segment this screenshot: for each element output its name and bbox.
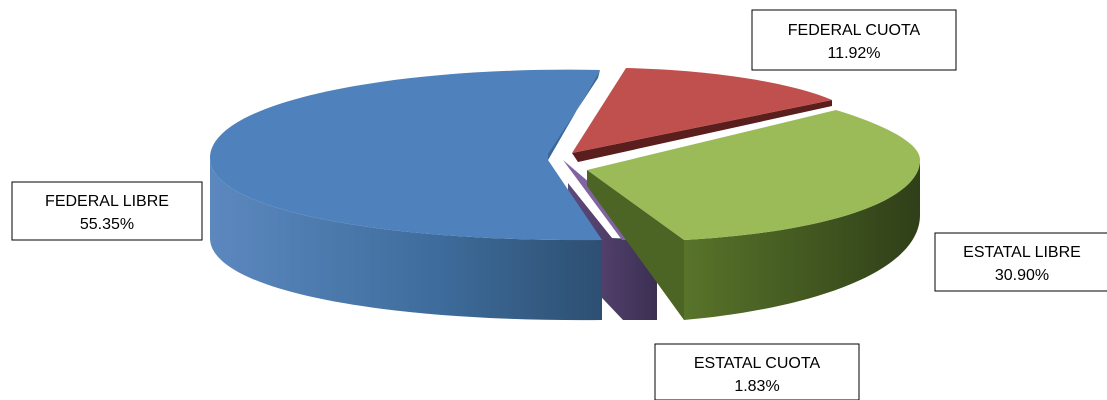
slice-side-federal-cuota xyxy=(572,100,832,162)
slice-inner-estatal-libre xyxy=(587,170,684,320)
label-federal-cuota-value: 11.92% xyxy=(827,45,880,62)
label-estatal-libre-name: ESTATAL LIBRE xyxy=(963,244,1081,261)
slice-estatal-libre xyxy=(587,110,920,240)
data-label-federal-libre: FEDERAL LIBRE 55.35% xyxy=(11,181,203,241)
label-federal-libre-value: 55.35% xyxy=(80,216,134,233)
slice-inner-federal-libre xyxy=(548,70,600,160)
data-label-federal-cuota: FEDERAL CUOTA 11.92% xyxy=(751,9,957,71)
label-federal-cuota-name: FEDERAL CUOTA xyxy=(788,22,921,39)
label-estatal-cuota-name: ESTATAL CUOTA xyxy=(694,355,821,372)
slice-side-federal-libre xyxy=(210,158,602,321)
data-label-estatal-libre: ESTATAL LIBRE 30.90% xyxy=(934,232,1107,292)
slice-side-estatal-cuota xyxy=(568,183,657,320)
data-label-estatal-cuota: ESTATAL CUOTA 1.83% xyxy=(654,343,860,400)
label-estatal-cuota-value: 1.83% xyxy=(734,378,779,395)
label-federal-libre-name: FEDERAL LIBRE xyxy=(45,193,169,210)
slice-federal-cuota xyxy=(572,68,832,153)
slice-side-estatal-libre xyxy=(656,160,920,320)
label-estatal-libre-value: 30.90% xyxy=(995,267,1049,284)
slice-federal-libre xyxy=(210,69,602,241)
